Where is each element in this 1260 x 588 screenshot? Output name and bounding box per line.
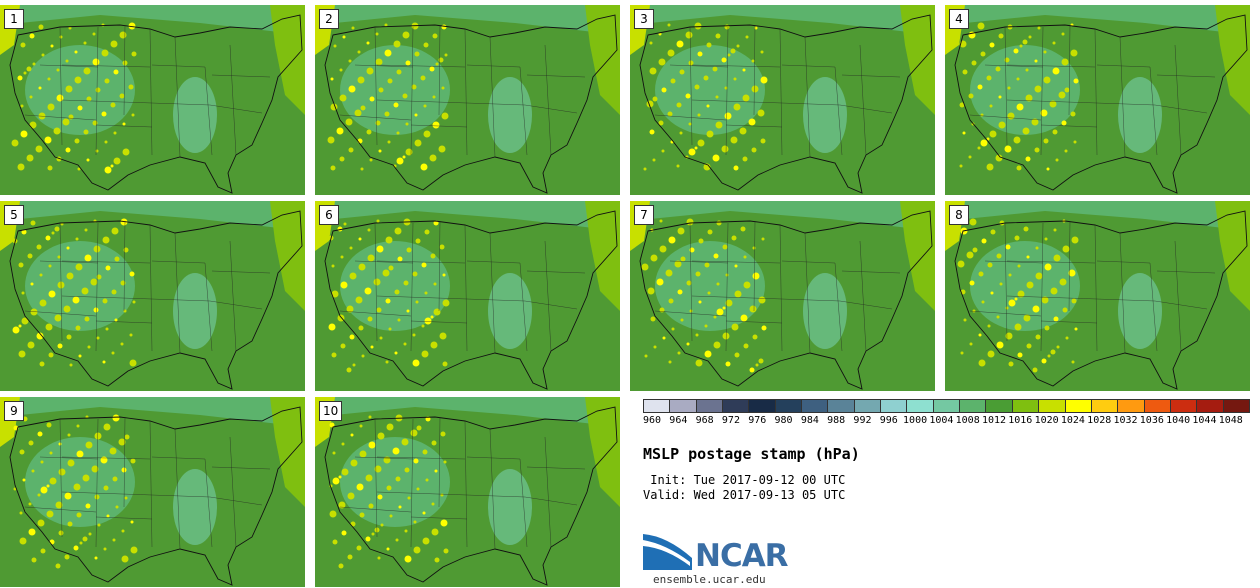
colorbar-swatch [1012, 400, 1040, 412]
colorbar-swatch [1039, 400, 1066, 412]
mslp-map [315, 201, 620, 391]
colorbar-swatch [986, 400, 1013, 412]
member-number-label: 8 [949, 205, 969, 225]
mslp-map [630, 5, 935, 195]
colorbar-tick-label: 1016 [1008, 415, 1033, 426]
colorbar-swatch [907, 400, 934, 412]
member-number-label: 2 [319, 9, 339, 29]
colorbar-tick-label: 1028 [1087, 415, 1112, 426]
colorbar-swatch [775, 400, 803, 412]
colorbar-tick-label: 1036 [1139, 415, 1164, 426]
colorbar-tick-label: 1048 [1218, 415, 1243, 426]
colorbar-swatch [1118, 400, 1145, 412]
ensemble-member-panel: 2 [315, 5, 620, 195]
ensemble-member-panel: 1 [0, 5, 305, 195]
logo-wordmark: NCAR [695, 538, 789, 574]
colorbar-tick-label: 968 [695, 415, 714, 426]
mslp-map [630, 201, 935, 391]
colorbar-swatch [749, 400, 776, 412]
colorbar-tick-label: 1032 [1113, 415, 1138, 426]
ensemble-member-panel: 8 [945, 201, 1250, 391]
member-number-label: 3 [634, 9, 654, 29]
member-number-label: 6 [319, 205, 339, 225]
member-number-label: 5 [4, 205, 24, 225]
colorbar-swatch [1065, 400, 1092, 412]
colorbar-tick-label: 988 [827, 415, 846, 426]
colorbar-swatch [1197, 400, 1224, 412]
colorbar-swatch [1223, 400, 1249, 412]
colorbar-tick-label: 1008 [955, 415, 980, 426]
colorbar-swatch [933, 400, 961, 412]
colorbar-swatch [802, 400, 829, 412]
ensemble-member-panel: 3 [630, 5, 935, 195]
colorbar-tick-label: 1024 [1060, 415, 1085, 426]
mslp-map [315, 397, 620, 587]
colorbar-swatch [828, 400, 855, 412]
ensemble-member-panel: 10 [315, 397, 620, 587]
ncar-logo-icon [643, 534, 692, 570]
colorbar-swatch [881, 400, 908, 412]
colorbar-tick-label: 992 [853, 415, 872, 426]
colorbar-swatch [854, 400, 882, 412]
colorbar-tick-label: 996 [879, 415, 898, 426]
member-number-label: 9 [4, 401, 24, 421]
plot-title: MSLP postage stamp (hPa) [643, 445, 860, 463]
colorbar-tick-label: 980 [774, 415, 793, 426]
ensemble-member-panel: 7 [630, 201, 935, 391]
colorbar-swatch [670, 400, 697, 412]
mslp-map [945, 201, 1250, 391]
colorbar-tick-label: 1040 [1166, 415, 1191, 426]
colorbar-tick-label: 1044 [1192, 415, 1217, 426]
mslp-map [315, 5, 620, 195]
valid-time: Valid: Wed 2017-09-13 05 UTC [643, 488, 846, 502]
colorbar-tick-label: 1004 [929, 415, 954, 426]
colorbar-swatch [1144, 400, 1171, 412]
mslp-map [0, 201, 305, 391]
colorbar-swatch [1091, 400, 1119, 412]
site-url: ensemble.ucar.edu [653, 573, 766, 586]
colorbar-tick-label: 960 [643, 415, 662, 426]
ensemble-member-panel: 9 [0, 397, 305, 587]
colorbar-swatch [696, 400, 724, 412]
colorbar-tick-label: 984 [800, 415, 819, 426]
member-number-label: 1 [4, 9, 24, 29]
init-time: Init: Tue 2017-09-12 00 UTC [643, 473, 846, 487]
ensemble-member-panel: 5 [0, 201, 305, 391]
member-number-label: 7 [634, 205, 654, 225]
pressure-colorbar [643, 399, 1250, 413]
ensemble-member-panel: 4 [945, 5, 1250, 195]
colorbar-swatch [960, 400, 987, 412]
colorbar-swatch [644, 400, 671, 412]
colorbar-tick-label: 976 [748, 415, 767, 426]
mslp-map [0, 5, 305, 195]
colorbar-swatch [723, 400, 750, 412]
colorbar-tick-label: 972 [721, 415, 740, 426]
mslp-map [945, 5, 1250, 195]
colorbar-tick-label: 1012 [981, 415, 1007, 426]
colorbar-tick-label: 1020 [1034, 415, 1059, 426]
colorbar-tick-label: 1000 [903, 415, 928, 426]
colorbar-tick-label: 964 [669, 415, 688, 426]
colorbar-labels: 960 964 968 972 976 980 984 988 992 996 1000 1004 10… [633, 415, 1253, 429]
ensemble-member-panel: 6 [315, 201, 620, 391]
member-number-label: 4 [949, 9, 969, 29]
colorbar-swatch [1170, 400, 1198, 412]
mslp-map [0, 397, 305, 587]
member-number-label: 10 [319, 401, 343, 421]
